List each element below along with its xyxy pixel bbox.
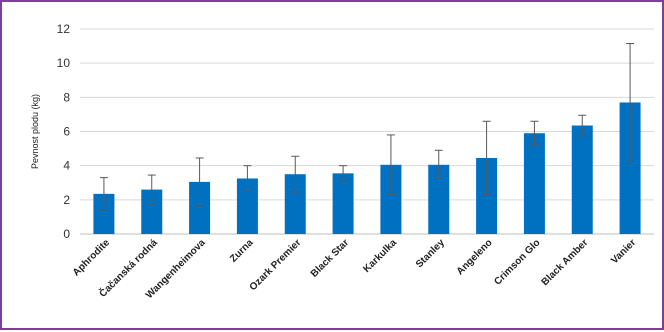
x-tick-label: Aphrodite: [71, 237, 112, 278]
bar: [380, 164, 402, 234]
x-tick-label: Stanley: [414, 237, 447, 270]
y-tick-label: 6: [63, 125, 70, 139]
y-tick-label: 10: [57, 56, 71, 70]
x-tick-label: Zurna: [228, 237, 256, 265]
y-tick-label: 8: [63, 90, 70, 104]
x-tick-label: Karkulka: [361, 237, 399, 275]
y-tick-label: 2: [63, 193, 70, 207]
bar: [189, 181, 211, 234]
y-tick-labels: 0 2 4 6 8 10 12: [57, 22, 71, 241]
y-tick-label: 0: [63, 227, 70, 241]
x-tick-label: Ozark Premier: [248, 237, 304, 293]
error-bar: [626, 43, 635, 162]
bar: [619, 102, 641, 234]
error-bar: [147, 174, 156, 205]
y-axis-title: Pevnost plodu (kg): [30, 94, 40, 169]
error-bars: [99, 43, 635, 211]
bar: [523, 133, 545, 234]
bar: [571, 125, 593, 234]
bar: [141, 189, 163, 234]
y-tick-label: 4: [63, 159, 70, 173]
error-bar: [339, 165, 348, 182]
x-tick-label: Black Star: [309, 237, 351, 279]
error-bar: [195, 157, 204, 207]
x-tick-label: Vanier: [609, 237, 638, 266]
bar: [93, 193, 115, 234]
error-bar: [291, 155, 300, 193]
bar: [332, 173, 354, 234]
bar: [428, 164, 450, 234]
x-tick-label: Crimson Glo: [492, 237, 542, 287]
error-bar: [578, 114, 587, 137]
error-bar: [482, 120, 491, 196]
bar: [476, 157, 498, 234]
x-tick-label: Angeleno: [455, 237, 495, 277]
error-bar: [99, 177, 108, 211]
error-bar: [530, 120, 539, 146]
bar: [284, 174, 306, 234]
error-bar: [434, 149, 443, 180]
bars: [93, 102, 641, 234]
error-bar: [386, 134, 395, 196]
bar: [236, 178, 258, 234]
gridlines: [80, 28, 654, 201]
x-tick-label: Black Amber: [540, 237, 591, 288]
y-tick-label: 12: [57, 22, 71, 36]
error-bar: [243, 165, 252, 192]
